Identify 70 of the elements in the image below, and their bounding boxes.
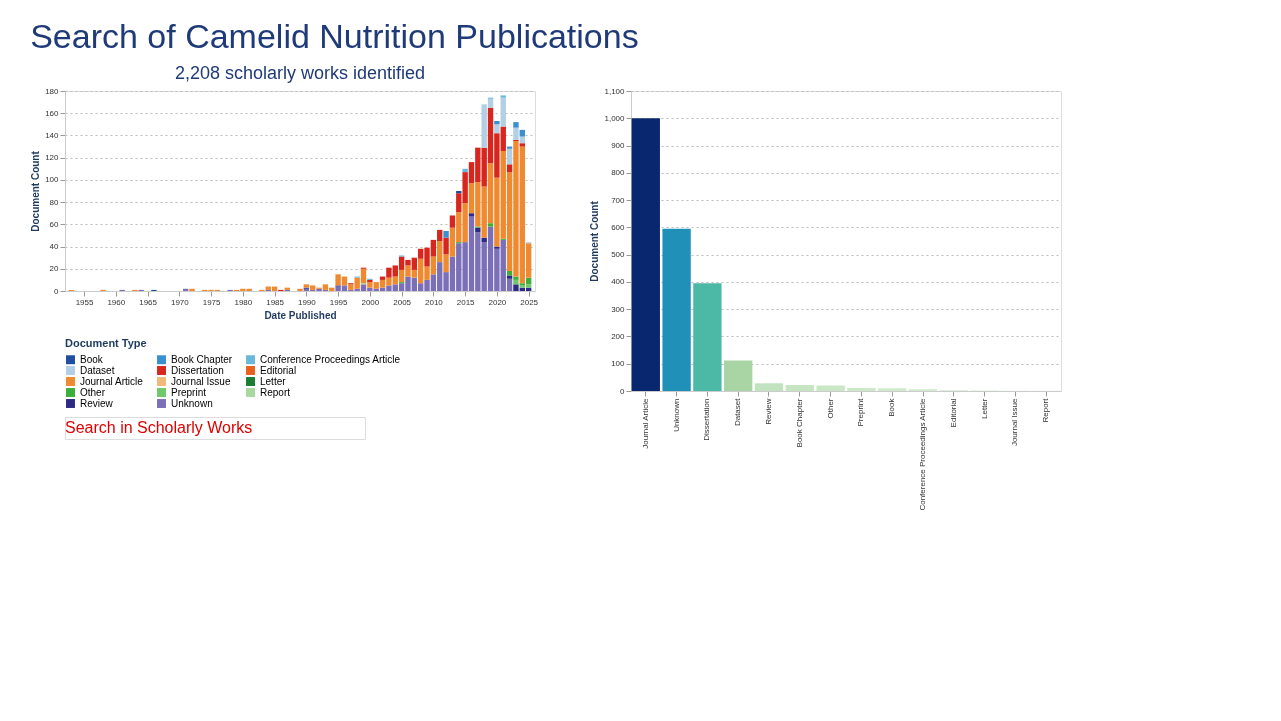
y-tick-label: 300 xyxy=(611,304,626,314)
x-tick-label: 2020 xyxy=(488,297,507,307)
y-tick-label: 160 xyxy=(45,108,60,118)
x-tick-label: Editorial xyxy=(948,398,958,428)
x-tick-label: Book Chapter xyxy=(794,398,804,448)
y-tick-label: 500 xyxy=(611,250,626,260)
x-tick-label: 2010 xyxy=(424,297,444,307)
y-tick-label: 400 xyxy=(611,277,626,287)
x-axis-title: Date Published xyxy=(264,309,337,321)
x-tick-label: Review xyxy=(763,398,773,425)
x-tick-label: 1990 xyxy=(297,297,317,307)
y-tick-label: 200 xyxy=(611,331,626,341)
x-tick-label: Preprint xyxy=(856,397,866,427)
y-tick-label: 0 xyxy=(620,386,626,396)
x-tick-label: Conference Proceedings Article xyxy=(918,397,928,511)
y-tick-label: 80 xyxy=(49,197,60,207)
x-tick-label: 1995 xyxy=(329,297,349,307)
x-tick-label: 1960 xyxy=(107,297,126,307)
y-tick-label: 100 xyxy=(611,359,626,369)
y-tick-label: 800 xyxy=(611,168,626,178)
legend-label: Book xyxy=(80,353,104,365)
y-tick-label: 100 xyxy=(45,175,60,185)
legend-title: Document Type xyxy=(65,337,147,349)
y-axis-title: Document Count xyxy=(30,150,42,232)
legend-label: Dissertation xyxy=(171,364,224,376)
y-tick-label: 20 xyxy=(49,264,60,274)
y-tick-label: 120 xyxy=(45,153,60,163)
x-tick-label: Book xyxy=(887,397,897,417)
y-axis-title: Document Count xyxy=(589,200,601,282)
x-tick-label: 1980 xyxy=(234,297,253,307)
x-tick-label: Other xyxy=(825,398,835,419)
y-tick-label: 0 xyxy=(54,286,60,296)
x-tick-label: Unknown xyxy=(671,398,681,432)
legend-label: Letter xyxy=(260,375,287,387)
x-tick-label: 1975 xyxy=(202,297,222,307)
text: Search in Scholarly Works xyxy=(65,419,253,436)
x-tick-label: Letter xyxy=(979,398,989,419)
x-tick-label: 2025 xyxy=(520,297,539,307)
x-tick-label: Journal Issue xyxy=(1010,397,1020,447)
legend-label: Conference Proceedings Article xyxy=(260,353,401,365)
y-tick-label: 180 xyxy=(45,86,60,96)
x-tick-label: Journal Article xyxy=(640,397,650,449)
legend-label: Preprint xyxy=(171,386,207,398)
legend-label: Editorial xyxy=(260,364,297,376)
y-tick-label: 40 xyxy=(49,242,60,252)
x-tick-label: 1985 xyxy=(266,297,285,307)
y-tick-label: 700 xyxy=(611,195,626,205)
y-tick-label: 140 xyxy=(45,130,60,140)
legend-label: Dataset xyxy=(80,364,115,376)
x-tick-label: 1955 xyxy=(75,297,94,307)
chart-subtitle: 2,208 scholarly works identified xyxy=(174,63,426,83)
x-tick-label: Dissertation xyxy=(702,398,712,441)
x-tick-label: 2015 xyxy=(456,297,476,307)
x-tick-label: 1965 xyxy=(139,297,158,307)
x-tick-label: 2000 xyxy=(361,297,380,307)
y-tick-label: 600 xyxy=(611,222,626,232)
legend-label: Journal Article xyxy=(80,375,144,387)
x-tick-label: Report xyxy=(1041,397,1051,423)
legend-label: Journal Issue xyxy=(171,375,231,387)
legend-label: Report xyxy=(260,386,291,398)
y-tick-label: 900 xyxy=(611,141,626,151)
chart-title: Search of Camelid Nutrition Publications xyxy=(30,16,639,55)
x-tick-label: 1970 xyxy=(170,297,190,307)
x-tick-label: 2005 xyxy=(393,297,412,307)
legend-label: Other xyxy=(80,386,106,398)
legend-label: Book Chapter xyxy=(171,353,233,365)
y-tick-label: 1,000 xyxy=(604,113,626,123)
y-tick-label: 60 xyxy=(49,219,60,229)
y-tick-label: 1,100 xyxy=(604,86,626,96)
x-tick-label: Dataset xyxy=(733,397,743,427)
